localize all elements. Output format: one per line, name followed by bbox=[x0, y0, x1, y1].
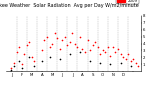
Text: Milwaukee Weather  Solar Radiation  Avg per Day W/m2/minute: Milwaukee Weather Solar Radiation Avg pe… bbox=[0, 3, 139, 8]
Legend: 2009: 2009 bbox=[116, 0, 139, 4]
